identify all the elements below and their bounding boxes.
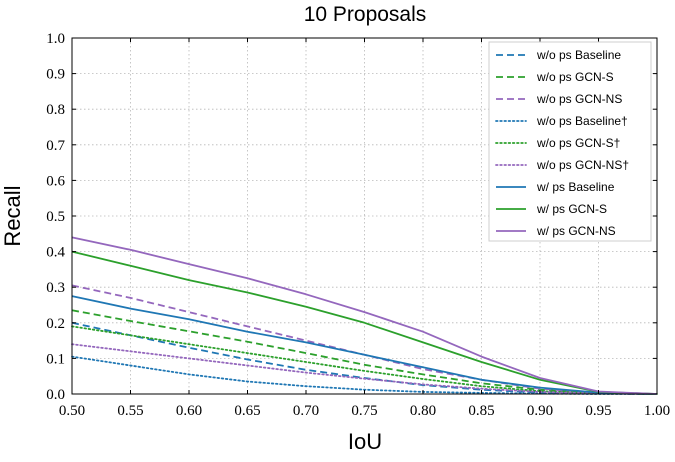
series-line	[71, 236, 658, 395]
legend-label: w/o ps GCN-S	[536, 70, 614, 84]
x-tick-label: 0.70	[293, 403, 319, 419]
legend-label: w/ ps Baseline	[536, 180, 615, 194]
legend-label: w/ ps GCN-NS	[536, 224, 616, 238]
y-tick-label: 0.3	[46, 280, 65, 296]
x-tick-label: 0.90	[527, 403, 553, 419]
x-tick-label: 1.00	[644, 403, 670, 419]
series-line	[71, 343, 658, 395]
x-tick-label: 0.65	[234, 403, 260, 419]
legend-label: w/o ps GCN-S†	[536, 136, 620, 150]
x-tick-label: 0.80	[410, 403, 436, 419]
axis-ticks: 0.50 0.55 0.60 0.65 0.70 0.75 0.80 0.85 0.90 0.95…	[46, 31, 670, 419]
x-tick-label: 0.95	[585, 403, 611, 419]
y-axis-label: Recall	[0, 185, 25, 246]
y-tick-label: 0.0	[46, 387, 65, 403]
x-tick-label: 0.55	[117, 403, 143, 419]
legend-label: w/ ps GCN-S	[536, 202, 607, 216]
legend-box	[488, 41, 652, 242]
series-line	[71, 295, 658, 395]
x-tick-label: 0.50	[59, 403, 85, 419]
y-tick-label: 0.5	[46, 209, 65, 225]
series-line	[71, 250, 658, 395]
chart-title: 10 Proposals	[304, 3, 427, 26]
y-tick-label: 1.0	[46, 31, 65, 47]
y-tick-label: 0.1	[46, 351, 65, 367]
legend-label: w/o ps Baseline	[536, 48, 621, 62]
x-tick-label: 0.85	[468, 403, 494, 419]
x-tick-label: 0.60	[176, 403, 202, 419]
y-tick-label: 0.6	[46, 173, 65, 189]
y-tick-label: 0.4	[46, 245, 65, 261]
series-line	[71, 325, 658, 395]
legend: w/o ps Baseline w/o ps GCN-S w/o ps GCN-NS…	[488, 41, 652, 242]
y-tick-label: 0.8	[46, 102, 65, 118]
series-lines	[71, 236, 658, 395]
x-tick-label: 0.75	[351, 403, 377, 419]
gridlines	[72, 38, 657, 394]
y-tick-label: 0.9	[46, 67, 65, 83]
y-tick-label: 0.7	[46, 138, 65, 154]
legend-label: w/o ps GCN-NS†	[536, 158, 629, 172]
x-axis-label: IoU	[348, 429, 382, 454]
y-tick-label: 0.2	[46, 316, 65, 332]
series-line	[71, 309, 658, 395]
legend-label: w/o ps GCN-NS	[536, 92, 622, 106]
legend-label: w/o ps Baseline†	[536, 114, 628, 128]
